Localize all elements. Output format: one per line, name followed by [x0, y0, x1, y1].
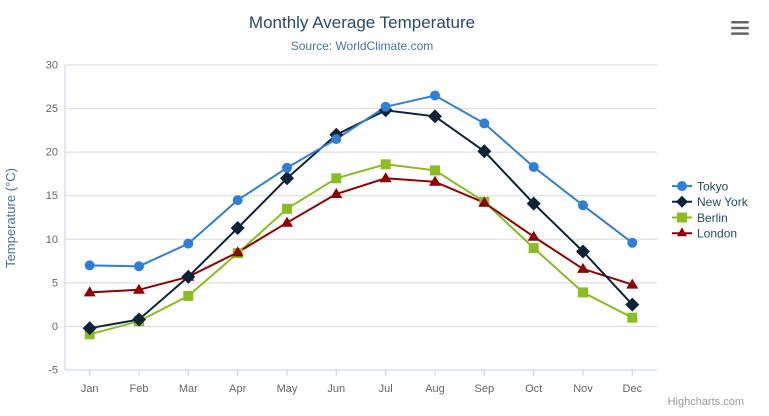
svg-text:Apr: Apr	[229, 383, 246, 395]
svg-text:New York: New York	[697, 195, 749, 209]
svg-text:Jun: Jun	[327, 383, 345, 395]
svg-text:May: May	[277, 383, 298, 395]
svg-text:Tokyo: Tokyo	[697, 180, 729, 194]
svg-text:-5: -5	[48, 365, 58, 377]
svg-text:Dec: Dec	[623, 383, 643, 395]
svg-text:Feb: Feb	[130, 383, 149, 395]
svg-text:Jul: Jul	[379, 383, 393, 395]
svg-text:0: 0	[52, 321, 58, 333]
svg-text:Jan: Jan	[81, 383, 99, 395]
svg-text:Oct: Oct	[525, 383, 542, 395]
svg-text:Mar: Mar	[179, 383, 198, 395]
svg-text:30: 30	[46, 60, 58, 72]
svg-text:5: 5	[52, 277, 58, 289]
svg-text:Nov: Nov	[573, 383, 593, 395]
svg-text:Berlin: Berlin	[697, 211, 728, 225]
svg-text:15: 15	[46, 190, 58, 202]
svg-text:20: 20	[46, 147, 58, 159]
svg-text:Temperature (°C): Temperature (°C)	[3, 168, 18, 268]
svg-text:25: 25	[46, 103, 58, 115]
svg-text:Sep: Sep	[475, 383, 495, 395]
svg-text:London: London	[697, 227, 737, 241]
svg-text:Aug: Aug	[425, 383, 445, 395]
svg-text:10: 10	[46, 234, 58, 246]
